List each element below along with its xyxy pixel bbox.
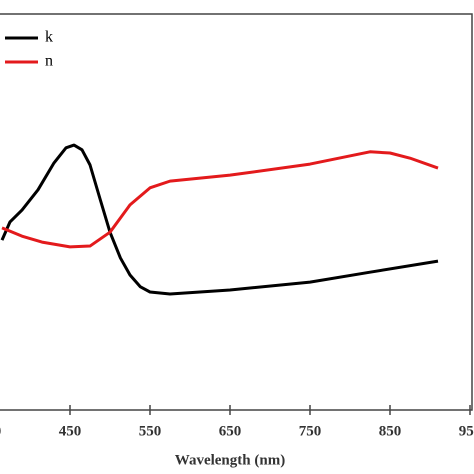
x-tick-label: 450: [59, 423, 82, 439]
x-tick-label: 650: [219, 423, 242, 439]
x-tick-label: 350: [0, 423, 1, 439]
legend-label: k: [45, 29, 53, 46]
data-line: [1, 150, 439, 249]
legend-label: n: [45, 53, 53, 70]
x-tick-label: 750: [299, 423, 322, 439]
x-tick-label: 950: [459, 423, 474, 439]
x-tick-label: 850: [379, 423, 402, 439]
plot-frame: [0, 13, 473, 411]
data-line: [0, 143, 439, 296]
x-tick-label: 550: [139, 423, 162, 439]
x-axis-label: Wavelength (nm): [175, 452, 285, 468]
